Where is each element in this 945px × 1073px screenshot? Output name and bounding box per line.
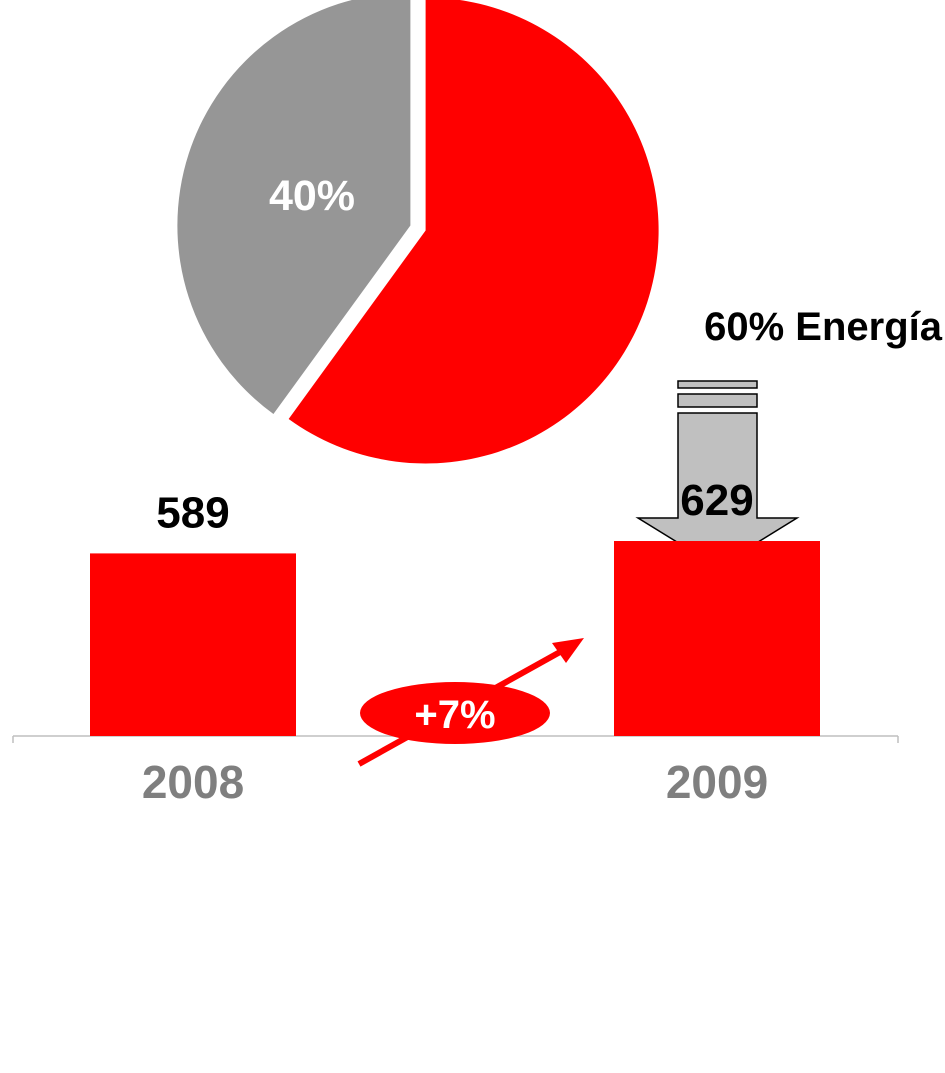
growth-badge bbox=[360, 682, 550, 744]
pie-slice-energia-label: 60% Energía bbox=[704, 305, 943, 349]
x-tick-label-2009: 2009 bbox=[666, 756, 768, 808]
down-arrow-icon bbox=[635, 380, 800, 568]
bar-2008-value-label: 589 bbox=[156, 488, 229, 537]
x-tick-label-2008: 2008 bbox=[142, 756, 244, 808]
pie-chart bbox=[177, 0, 659, 464]
pie-slice-other-label: 40% bbox=[269, 172, 355, 220]
pie-slice-energia bbox=[288, 0, 659, 464]
bar-2009 bbox=[614, 541, 820, 736]
growth-badge-label: +7% bbox=[414, 693, 495, 737]
bar-chart: 589 629 2008 2009 bbox=[12, 476, 899, 808]
bar-2009-value-label: 629 bbox=[680, 476, 753, 525]
bar-2008 bbox=[90, 553, 296, 736]
pie-slice-other bbox=[177, 0, 411, 415]
